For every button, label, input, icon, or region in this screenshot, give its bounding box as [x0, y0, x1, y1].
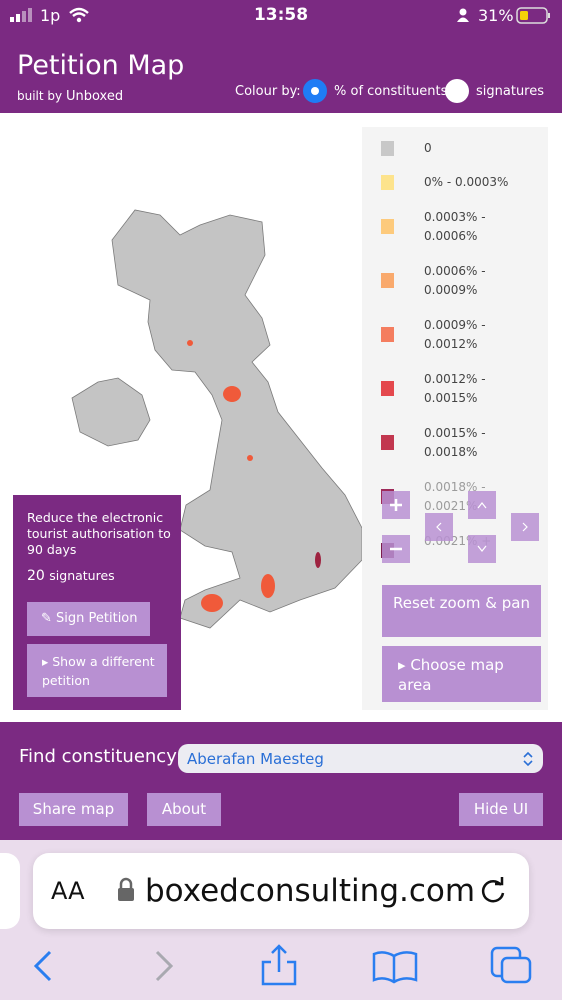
signature-number: 20 — [27, 568, 45, 584]
radio-button[interactable] — [303, 79, 327, 103]
petition-title: Reduce the electronic tourist authorisat… — [27, 510, 171, 557]
bookmarks-button[interactable] — [372, 951, 418, 984]
map-highlight — [315, 552, 321, 568]
find-constituency-label: Find constituency — [19, 746, 177, 767]
sign-petition-label: Sign Petition — [56, 611, 138, 626]
pan-down-button[interactable] — [468, 535, 496, 563]
constituency-value: Aberafan Maesteg — [187, 750, 324, 768]
pan-left-button[interactable] — [425, 513, 453, 541]
footer-button[interactable]: Hide UI — [459, 793, 543, 826]
choose-area-label: Choose map area — [398, 656, 504, 694]
legend-label: 0.0015% - 0.0018% — [424, 426, 486, 459]
legend-label: 0 — [424, 141, 432, 155]
radio-button[interactable] — [445, 79, 469, 103]
share-button[interactable] — [261, 944, 297, 986]
radio-label: % of constituents — [334, 84, 448, 99]
wifi-icon — [69, 7, 89, 23]
switch-petition-label: Show a different petition — [42, 654, 155, 688]
lock-icon — [118, 877, 134, 901]
person-icon — [457, 8, 469, 22]
map-highlight — [223, 386, 241, 402]
great-britain — [111, 209, 363, 629]
legend-label: 0.0009% - 0.0012% — [424, 318, 486, 351]
legend-label: 0.0003% - 0.0006% — [424, 210, 486, 243]
tabs-button[interactable] — [490, 946, 532, 984]
map-highlight — [201, 594, 223, 612]
reset-zoom-button[interactable]: Reset zoom & pan — [382, 585, 541, 637]
switch-petition-button[interactable]: ▸ Show a different petition — [27, 644, 167, 697]
legend-label: 0.0012% - 0.0015% — [424, 372, 486, 405]
radio-label: signatures — [476, 84, 545, 99]
legend-swatch — [381, 381, 394, 396]
footer-button[interactable]: About — [147, 793, 221, 826]
colour-by-label: Colour by: — [235, 84, 301, 99]
northern-ireland — [71, 377, 151, 447]
pan-right-button[interactable] — [511, 513, 539, 541]
subtitle-prefix: built by — [17, 89, 63, 103]
prev-tab[interactable] — [0, 853, 20, 929]
browser-nav — [33, 944, 532, 986]
url-text: boxedconsulting.com — [145, 873, 476, 909]
map-highlight — [261, 574, 275, 598]
legend-label: 0% - 0.0003% — [424, 175, 509, 189]
carrier: 1p — [40, 6, 61, 25]
text-size-button[interactable]: AA — [51, 877, 85, 905]
sign-petition-button[interactable]: ✎ Sign Petition — [27, 602, 150, 636]
map-highlight — [247, 455, 253, 461]
legend-label: 0.0018% - 0.0021% — [424, 480, 486, 513]
legend-label: 0.0006% - 0.0009% — [424, 264, 486, 297]
back-button[interactable] — [33, 950, 52, 982]
legend-swatch — [381, 219, 394, 234]
legend-swatch — [381, 435, 394, 450]
signature-count: 20 signatures — [27, 568, 115, 584]
footer-button[interactable]: Share map — [19, 793, 128, 826]
app-title: Petition Map — [17, 50, 185, 81]
pan-up-button[interactable] — [468, 491, 496, 519]
brand: Unboxed — [65, 89, 124, 104]
legend-swatch — [381, 141, 394, 156]
battery-percent: 31% — [478, 6, 514, 25]
map[interactable] — [0, 113, 562, 722]
app-subtitle: built by Unboxed — [17, 89, 123, 104]
signature-label: signatures — [49, 568, 115, 583]
choose-area-button[interactable]: ▸ Choose map area — [382, 646, 541, 702]
legend-swatch — [381, 175, 394, 190]
constituency-select[interactable]: Aberafan Maesteg — [178, 744, 543, 773]
legend-swatch — [381, 273, 394, 288]
legend-swatch — [381, 327, 394, 342]
url-bar[interactable]: AA boxedconsulting.com — [33, 853, 529, 929]
select-arrows — [523, 751, 533, 767]
battery-icon — [516, 7, 550, 24]
zoom-controls — [382, 491, 539, 563]
reload-icon[interactable] — [477, 875, 509, 907]
clock: 13:58 — [253, 5, 309, 25]
signal-icon — [10, 8, 32, 22]
map-highlight — [187, 340, 193, 346]
forward-button[interactable] — [155, 950, 174, 982]
radio-dot — [311, 87, 319, 95]
